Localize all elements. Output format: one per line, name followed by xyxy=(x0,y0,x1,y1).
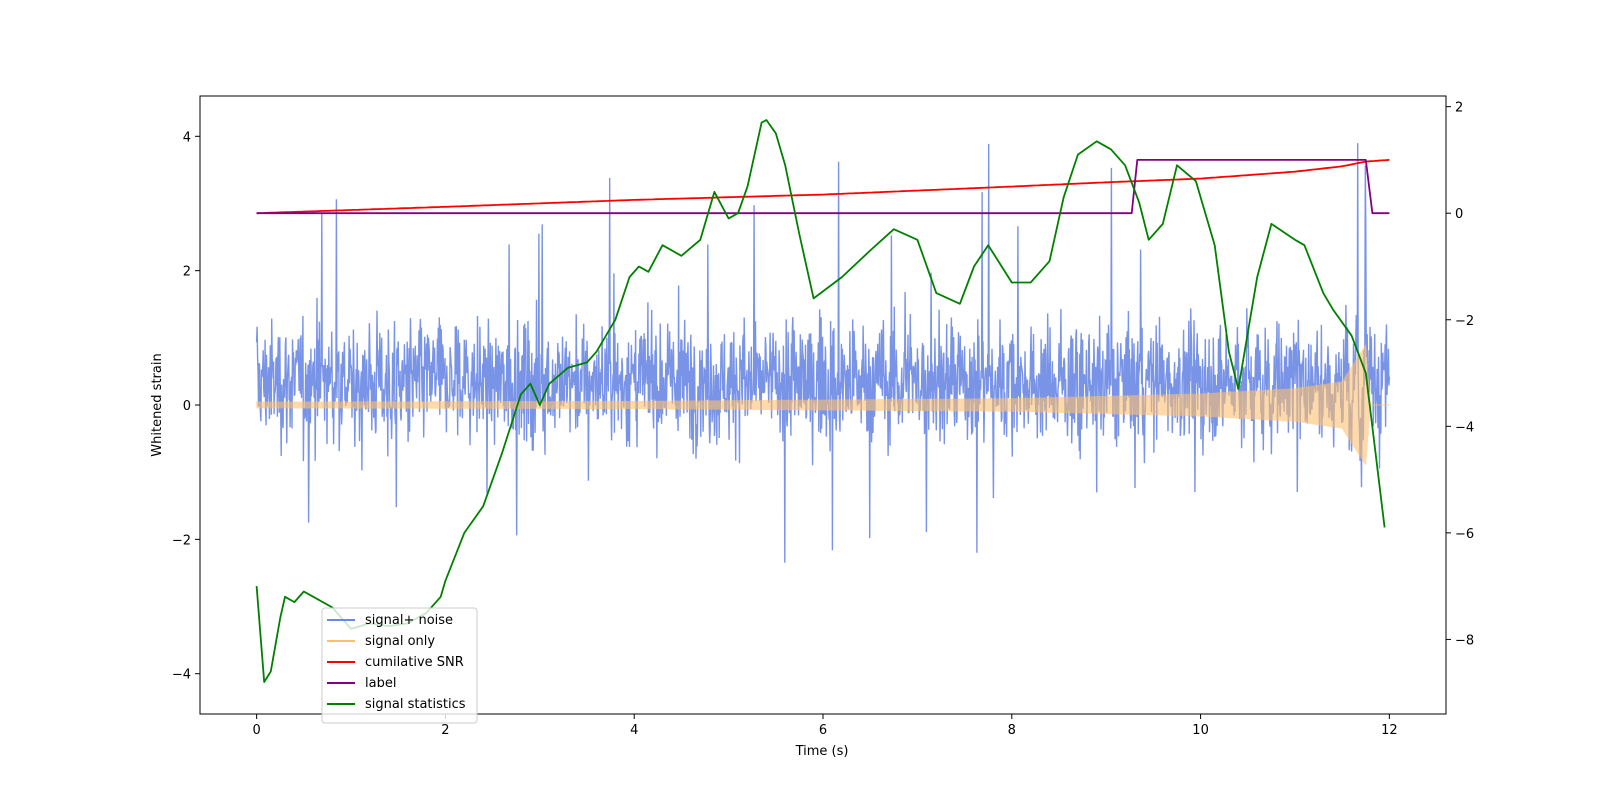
x-tick-label: 10 xyxy=(1192,723,1209,738)
y-right-tick-label: −6 xyxy=(1455,527,1474,542)
legend-label: signal statistics xyxy=(365,697,466,712)
y-left-tick-label: 0 xyxy=(183,399,191,414)
series-cumulative-snr-line xyxy=(256,159,1390,215)
y-left-tick-label: −2 xyxy=(172,533,191,548)
y-axis-left-label: Whitened strain xyxy=(150,353,165,456)
y-axis-right: −8 −6 −4 −2 0 2 xyxy=(1446,101,1474,648)
y-right-tick-label: 2 xyxy=(1455,101,1463,116)
y-right-tick-label: −2 xyxy=(1455,314,1474,329)
legend-label: label xyxy=(365,676,396,691)
x-tick-label: 6 xyxy=(819,723,827,738)
x-tick-label: 8 xyxy=(1008,723,1016,738)
series-signal-only-line xyxy=(256,344,1390,465)
x-tick-label: 12 xyxy=(1381,723,1398,738)
y-left-tick-label: 2 xyxy=(183,265,191,280)
y-right-tick-label: −4 xyxy=(1455,420,1474,435)
legend-label: cumilative SNR xyxy=(365,655,464,670)
legend: signal+ noise signal only cumilative SNR la… xyxy=(321,607,478,724)
y-right-tick-label: −8 xyxy=(1455,633,1474,648)
legend-box xyxy=(321,607,478,724)
y-left-tick-label: 4 xyxy=(183,130,191,145)
series-signal-noise-line xyxy=(255,143,1391,563)
series-label-line xyxy=(256,159,1390,215)
x-tick-label: 2 xyxy=(441,723,449,738)
y-right-tick-label: 0 xyxy=(1455,207,1463,222)
y-axis-left: −4 −2 0 2 4 xyxy=(172,130,200,683)
legend-label: signal only xyxy=(365,634,435,649)
series-layer xyxy=(255,119,1391,683)
x-tick-label: 4 xyxy=(630,723,638,738)
x-axis-label: Time (s) xyxy=(795,744,849,759)
x-tick-label: 0 xyxy=(252,723,260,738)
legend-label: signal+ noise xyxy=(365,613,453,628)
y-left-tick-label: −4 xyxy=(172,668,191,683)
